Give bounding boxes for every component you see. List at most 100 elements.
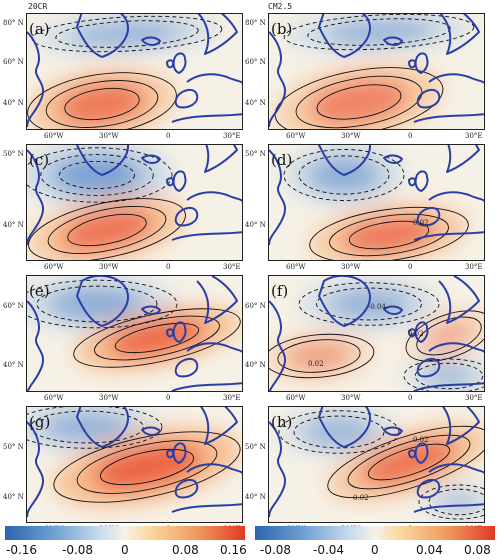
africa-coast bbox=[413, 382, 484, 391]
map-panel-b bbox=[268, 13, 485, 130]
negative-contour bbox=[40, 154, 154, 196]
lat-tick-label: 60° N bbox=[245, 58, 266, 66]
scandinavia-coast bbox=[439, 14, 480, 55]
positive-contour bbox=[28, 198, 186, 260]
coastlines bbox=[269, 407, 484, 518]
positive-core bbox=[360, 438, 458, 486]
anomaly-field bbox=[27, 145, 242, 260]
europe-coast bbox=[416, 73, 484, 109]
positive-contour bbox=[27, 72, 177, 129]
negative-contour bbox=[418, 484, 484, 520]
positive-core bbox=[91, 443, 203, 491]
map-panel-c bbox=[26, 144, 243, 261]
positive-contour bbox=[295, 75, 423, 129]
positive-contour bbox=[327, 425, 484, 499]
positive-contour bbox=[309, 206, 469, 260]
coastlines bbox=[269, 145, 484, 246]
negative-core bbox=[322, 19, 436, 45]
coastlines bbox=[27, 407, 242, 518]
colorbar-left-label-0: -0.16 bbox=[6, 543, 38, 557]
lon-tick-label: 0 bbox=[166, 394, 171, 402]
coastlines bbox=[269, 14, 484, 128]
europe-coast bbox=[174, 463, 242, 499]
lon-tick-label: 60°W bbox=[44, 394, 64, 402]
negative-core bbox=[435, 490, 483, 514]
negative-contour bbox=[307, 18, 451, 46]
lon-tick-label: 0 bbox=[166, 263, 171, 271]
anomaly-field bbox=[27, 276, 242, 391]
positive-contour bbox=[405, 310, 484, 362]
africa-coast bbox=[413, 503, 484, 513]
lat-tick-label: 80° N bbox=[245, 19, 266, 27]
positive-contour bbox=[416, 316, 482, 356]
colorbar-right-label-3: 0.04 bbox=[416, 543, 443, 557]
europe-coast bbox=[174, 73, 242, 109]
positive-contour bbox=[64, 87, 140, 121]
contour-lines bbox=[27, 407, 241, 503]
colorbar-left-label-3: 0.08 bbox=[172, 543, 199, 557]
iceland-coast bbox=[141, 426, 161, 436]
scandinavia-coast bbox=[204, 145, 238, 173]
positive-contour bbox=[274, 67, 444, 129]
negative-contour bbox=[36, 285, 158, 323]
lon-tick-label: 60°W bbox=[44, 263, 64, 271]
scandinavia-coast bbox=[196, 276, 238, 324]
negative-contour bbox=[278, 410, 400, 454]
contour-label: 0.02 bbox=[308, 360, 324, 368]
negative-contour bbox=[27, 407, 163, 449]
lat-tick-label: 40° N bbox=[3, 493, 24, 501]
anomaly-field bbox=[27, 14, 242, 129]
colorbar-left-gradient bbox=[5, 526, 245, 540]
colorbar-right bbox=[255, 526, 495, 540]
contour-lines bbox=[283, 149, 469, 260]
colorbar-right-gradient bbox=[255, 526, 495, 540]
british-isles-coast bbox=[408, 52, 429, 74]
north-america-coast bbox=[27, 300, 45, 391]
iceland-coast bbox=[383, 426, 403, 436]
iceland-coast bbox=[383, 154, 403, 164]
lon-tick-label: 30°W bbox=[341, 263, 361, 271]
scandinavia-coast bbox=[438, 276, 480, 324]
europe-coast bbox=[416, 463, 484, 499]
anomaly-field bbox=[269, 145, 484, 260]
british-isles-coast bbox=[408, 442, 429, 464]
contour-lines bbox=[278, 410, 484, 520]
africa-coast bbox=[413, 231, 484, 241]
lat-tick-label: 60° N bbox=[245, 302, 266, 310]
greenland-coast bbox=[76, 276, 129, 327]
positive-contour bbox=[45, 80, 159, 128]
panel-label: (g) bbox=[29, 413, 51, 431]
british-isles-coast bbox=[166, 321, 187, 343]
positive-contour bbox=[94, 315, 220, 361]
map-panel-e bbox=[26, 275, 243, 392]
lat-tick-label: 40° N bbox=[245, 99, 266, 107]
lat-tick-label: 60° N bbox=[3, 302, 24, 310]
negative-contour bbox=[27, 279, 178, 329]
scandinavia-coast bbox=[197, 14, 238, 55]
north-america-coast bbox=[269, 300, 287, 391]
contour-label: 0.02 bbox=[353, 494, 369, 502]
panel-label: (c) bbox=[29, 151, 50, 169]
map-panel-g bbox=[26, 406, 243, 523]
negative-contour bbox=[59, 160, 135, 190]
europe-coast bbox=[416, 191, 484, 227]
positive-core bbox=[106, 318, 208, 358]
map-panel-d bbox=[268, 144, 485, 261]
positive-contour bbox=[67, 213, 147, 247]
panel-label: (b) bbox=[271, 20, 293, 38]
anomaly-blobs bbox=[275, 14, 474, 129]
iceland-coast bbox=[383, 36, 403, 46]
map-panel-a bbox=[26, 13, 243, 130]
positive-contour bbox=[348, 220, 430, 250]
anomaly-blobs bbox=[269, 279, 484, 391]
anomaly-field bbox=[269, 14, 484, 129]
north-america-coast bbox=[269, 149, 287, 246]
positive-contour bbox=[99, 448, 195, 486]
lat-tick-label: 40° N bbox=[3, 99, 24, 107]
positive-contour bbox=[76, 440, 218, 494]
positive-contour bbox=[47, 206, 167, 254]
lon-tick-label: 60°W bbox=[44, 132, 64, 140]
negative-contour bbox=[293, 415, 385, 449]
lat-tick-label: 50° N bbox=[245, 150, 266, 158]
panel-label: (f) bbox=[271, 282, 289, 300]
